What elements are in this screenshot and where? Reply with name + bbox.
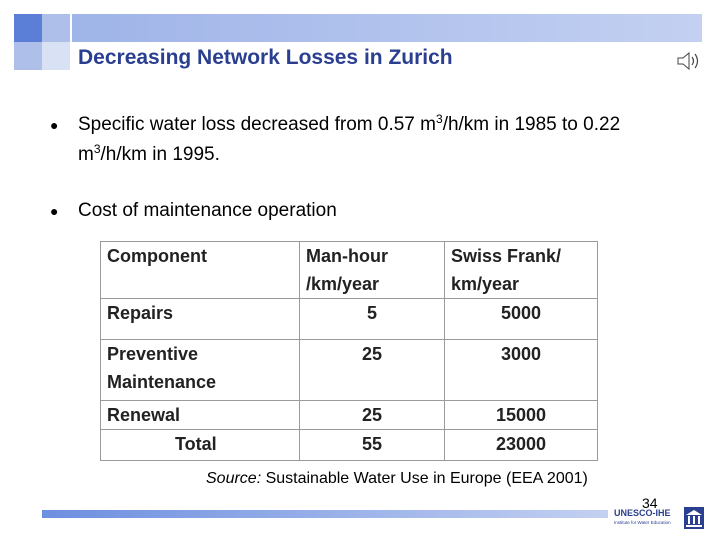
cell-swiss: 23000 [444, 429, 598, 461]
table-row: Renewal 25 15000 [100, 400, 598, 430]
table-row: Repairs 5 5000 [100, 298, 598, 340]
cell-total-label: Total [100, 429, 300, 461]
cell-component: Preventive Maintenance [100, 339, 300, 401]
bullet-text: Cost of maintenance operation [78, 200, 337, 221]
slide-title: Decreasing Network Losses in Zurich [78, 46, 453, 69]
unesco-ihe-logo: UNESCO-IHE Institute for Water Education [614, 507, 704, 531]
table-total-row: Total 55 23000 [100, 429, 598, 461]
cell-swiss: 5000 [444, 298, 598, 340]
cell-manhour: 55 [299, 429, 445, 461]
page-number: 34 [642, 495, 658, 511]
cell-manhour: 25 [299, 400, 445, 430]
cell-swiss: 3000 [444, 339, 598, 401]
logo-emblem-icon [684, 507, 704, 529]
decor-square [42, 14, 70, 42]
table-row: Preventive Maintenance 25 3000 [100, 339, 598, 401]
source-citation: Source: Sustainable Water Use in Europe … [206, 470, 588, 487]
decor-square [14, 42, 42, 70]
cell-component: Renewal [100, 400, 300, 430]
title-bar [72, 14, 702, 42]
cell-component: Repairs [100, 298, 300, 340]
bullet-dot-icon: ● [50, 203, 59, 219]
table-header-row: Component Man-hour/km/year Swiss Frank/k… [100, 241, 598, 299]
header-manhour: Man-hour/km/year [299, 241, 445, 299]
maintenance-cost-table: Component Man-hour/km/year Swiss Frank/k… [100, 241, 598, 461]
decor-square [42, 42, 70, 70]
cell-manhour: 5 [299, 298, 445, 340]
speaker-icon[interactable] [676, 50, 702, 72]
bullet-dot-icon: ● [50, 117, 59, 133]
header-swiss-frank: Swiss Frank/km/year [444, 241, 598, 299]
footer-bar [42, 510, 608, 518]
cell-swiss: 15000 [444, 400, 598, 430]
bullet-text: Specific water loss decreased from 0.57 … [78, 112, 621, 165]
header-component: Component [100, 241, 300, 299]
cell-manhour: 25 [299, 339, 445, 401]
decor-square [14, 14, 42, 42]
